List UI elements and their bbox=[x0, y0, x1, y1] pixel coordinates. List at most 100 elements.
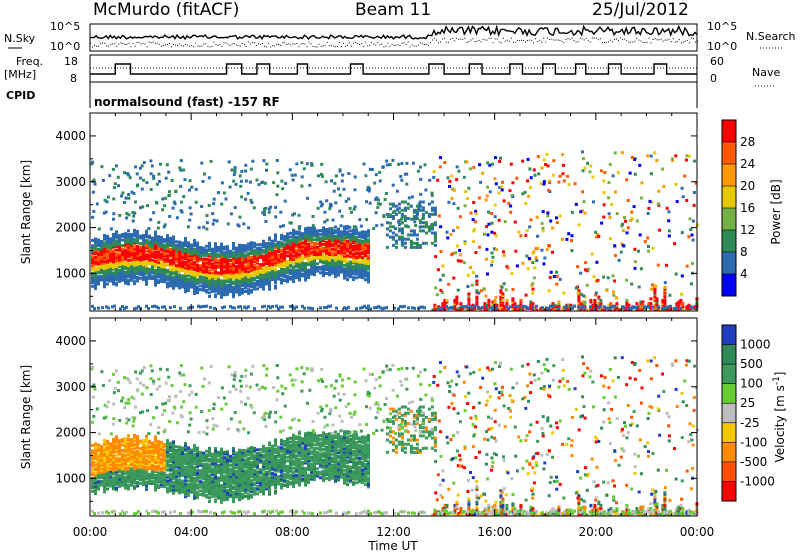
heatmap-cell bbox=[247, 242, 250, 246]
heatmap-cell bbox=[307, 226, 310, 230]
heatmap-cell bbox=[193, 486, 196, 489]
heatmap-cell bbox=[361, 263, 364, 267]
heatmap-cell bbox=[133, 481, 136, 485]
heatmap-cell bbox=[667, 210, 671, 214]
heatmap-cell bbox=[97, 469, 100, 473]
heatmap-cell bbox=[307, 233, 310, 237]
heatmap-cell bbox=[232, 258, 235, 262]
nsearch-dot bbox=[259, 43, 261, 45]
heatmap-cell bbox=[328, 245, 331, 249]
heatmap-cell bbox=[493, 231, 497, 235]
heatmap-cell bbox=[154, 488, 157, 492]
heatmap-cell bbox=[127, 282, 130, 286]
heatmap-cell bbox=[121, 273, 124, 277]
heatmap-cell bbox=[160, 450, 163, 454]
nsearch-dot bbox=[508, 40, 510, 42]
heatmap-cell bbox=[256, 254, 259, 258]
heatmap-cell bbox=[135, 172, 139, 176]
nsearch-dot bbox=[577, 41, 579, 43]
heatmap-cell bbox=[623, 216, 626, 220]
heatmap-cell bbox=[521, 305, 524, 309]
heatmap-cell bbox=[577, 289, 581, 293]
heatmap-cell bbox=[349, 255, 352, 259]
heatmap-cell bbox=[625, 278, 629, 282]
heatmap-cell bbox=[403, 172, 407, 176]
heatmap-cell bbox=[184, 473, 187, 477]
nave-tick-top: 60 bbox=[710, 55, 724, 68]
heatmap-cell bbox=[127, 262, 130, 266]
heatmap-cell bbox=[503, 305, 507, 309]
heatmap-cell bbox=[337, 238, 340, 242]
heatmap-cell bbox=[181, 450, 184, 454]
heatmap-cell bbox=[334, 243, 337, 247]
heatmap-cell bbox=[253, 276, 256, 280]
heatmap-cell bbox=[220, 273, 223, 277]
heatmap-cell bbox=[217, 288, 220, 291]
heatmap-cell bbox=[181, 278, 184, 282]
heatmap-cell bbox=[127, 485, 130, 489]
heatmap-cell bbox=[181, 276, 184, 280]
heatmap-cell bbox=[594, 235, 598, 239]
heatmap-cell bbox=[151, 443, 154, 447]
heatmap-cell bbox=[232, 179, 236, 183]
heatmap-cell bbox=[220, 257, 223, 261]
heatmap-cell bbox=[163, 479, 166, 483]
heatmap-cell bbox=[259, 272, 262, 276]
heatmap-cell bbox=[118, 274, 121, 278]
heatmap-cell bbox=[91, 215, 95, 219]
heatmap-cell bbox=[157, 475, 160, 478]
heatmap-cell bbox=[244, 179, 248, 183]
heatmap-cell bbox=[262, 272, 265, 276]
heatmap-cell bbox=[103, 468, 106, 472]
heatmap-cell bbox=[415, 217, 419, 220]
heatmap-cell bbox=[450, 196, 454, 200]
heatmap-cell bbox=[199, 305, 202, 309]
heatmap-cell bbox=[94, 486, 97, 490]
heatmap-cell bbox=[244, 275, 247, 279]
heatmap-cell bbox=[109, 447, 112, 451]
heatmap-cell bbox=[292, 243, 295, 247]
heatmap-cell bbox=[175, 456, 178, 460]
heatmap-cell bbox=[157, 456, 160, 460]
heatmap-cell bbox=[118, 272, 121, 276]
heatmap-cell bbox=[154, 278, 157, 282]
heatmap-cell bbox=[455, 178, 459, 182]
heatmap-cell bbox=[304, 271, 307, 275]
heatmap-cell bbox=[579, 210, 583, 214]
heatmap-cell bbox=[400, 227, 404, 231]
heatmap-cell bbox=[146, 204, 149, 208]
nsearch-dot bbox=[373, 43, 375, 45]
heatmap-cell bbox=[487, 222, 491, 226]
nsearch-dot bbox=[510, 37, 512, 39]
heatmap-cell bbox=[145, 471, 148, 475]
heatmap-cell bbox=[403, 219, 407, 223]
heatmap-cell bbox=[349, 253, 352, 257]
heatmap-cell bbox=[511, 181, 515, 185]
heatmap-cell bbox=[459, 302, 463, 306]
heatmap-cell bbox=[196, 280, 199, 284]
heatmap-cell bbox=[286, 265, 289, 269]
heatmap-cell bbox=[169, 275, 172, 279]
heatmap-cell bbox=[394, 241, 398, 245]
heatmap-cell bbox=[118, 468, 121, 472]
heatmap-cell bbox=[226, 261, 229, 265]
heatmap-cell bbox=[430, 193, 434, 197]
heatmap-cell bbox=[138, 176, 142, 180]
heatmap-cell bbox=[472, 240, 475, 244]
heatmap-cell bbox=[271, 259, 274, 263]
heatmap-cell bbox=[367, 241, 370, 245]
heatmap-cell bbox=[154, 470, 157, 474]
heatmap-cell bbox=[124, 475, 127, 479]
heatmap-cell bbox=[452, 202, 456, 206]
heatmap-cell bbox=[136, 471, 139, 475]
heatmap-cell bbox=[106, 472, 109, 476]
heatmap-cell bbox=[169, 449, 172, 453]
heatmap-cell bbox=[316, 269, 319, 273]
nsearch-dot bbox=[674, 41, 676, 43]
heatmap-cell bbox=[265, 249, 268, 253]
heatmap-cell bbox=[160, 481, 163, 485]
heatmap-cell bbox=[160, 248, 163, 252]
heatmap-cell bbox=[124, 448, 127, 452]
heatmap-cell bbox=[184, 284, 187, 288]
heatmap-cell bbox=[253, 267, 256, 271]
